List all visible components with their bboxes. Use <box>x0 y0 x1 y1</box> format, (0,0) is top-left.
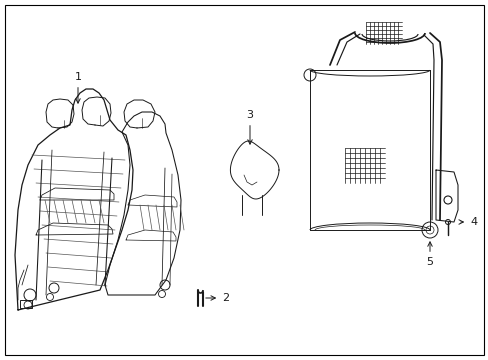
Text: 1: 1 <box>74 72 81 103</box>
Text: 5: 5 <box>426 242 433 267</box>
Bar <box>20 300 32 308</box>
Text: 3: 3 <box>246 110 253 144</box>
Text: 2: 2 <box>205 293 229 303</box>
Text: 4: 4 <box>458 217 476 227</box>
